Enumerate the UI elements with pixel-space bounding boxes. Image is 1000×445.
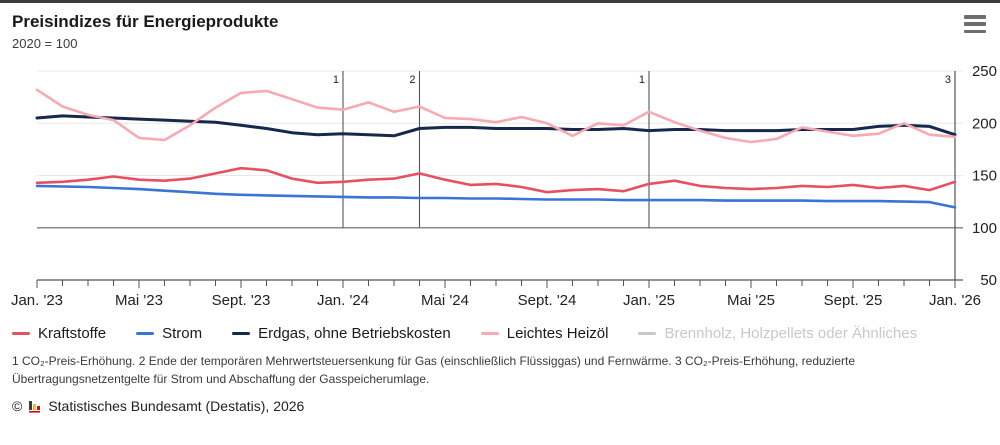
legend-swatch-brennholz-holzpellets-oder-ähnliches: [638, 332, 657, 336]
price-index-line-chart[interactable]: Jan. '23 Mai '23 Sept. '23 Jan. '24 Mai '24 S…: [0, 53, 1000, 321]
legend-swatch-kraftstoffe: [12, 332, 30, 336]
hamburger-menu-icon[interactable]: [964, 15, 986, 33]
legend-item-leichtes-heizöl[interactable]: Leichtes Heizöl: [480, 325, 609, 343]
x-tick-label: Jan. '24: [317, 292, 369, 309]
legend-label-erdgas-ohne-betriebskosten: Erdgas, ohne Betriebskosten: [258, 325, 451, 343]
event-line-label-1: 1: [639, 74, 645, 86]
x-tick-label: Mai '24: [421, 292, 469, 309]
series-line-strom[interactable]: [35, 184, 957, 210]
series-line-erdgas-ohne-betriebskosten[interactable]: [35, 114, 957, 138]
legend-item-strom[interactable]: Strom: [136, 325, 202, 342]
x-tick-label: Sept. '24: [518, 292, 577, 309]
x-tick-label: Jan. '25: [623, 292, 675, 309]
y-tick-label: 200: [972, 116, 997, 133]
legend-label-brennholz-holzpellets-oder-ähnliches: Brennholz, Holzpellets oder Ähnliches: [664, 325, 918, 343]
legend-swatch-leichtes-heizöl: [480, 332, 499, 336]
series-line-leichtes-heizöl[interactable]: [35, 88, 957, 144]
event-line-label-2: 2: [409, 74, 415, 86]
series-line-kraftstoffe[interactable]: [35, 167, 957, 194]
source-text: Statistisches Bundesamt (Destatis), 2026: [48, 398, 305, 415]
legend-item-erdgas-ohne-betriebskosten[interactable]: Erdgas, ohne Betriebskosten: [232, 325, 451, 342]
copyright-symbol: ©: [12, 398, 23, 415]
chart-legend: Kraftstoffe Strom Erdgas, ohne Betriebskos…: [0, 325, 1000, 342]
x-tick-label: Sept. '25: [824, 292, 883, 309]
x-tick-label: Mai '25: [727, 292, 775, 309]
y-tick-label: 250: [972, 63, 997, 80]
event-line-label-3: 3: [945, 74, 951, 86]
legend-label-strom: Strom: [162, 325, 203, 343]
x-tick-label: Mai '23: [115, 292, 163, 309]
chart-header: Preisindizes für Energieprodukte 2020 = …: [0, 3, 1000, 51]
x-tick-label: Sept. '23: [212, 292, 271, 309]
footnotes: 1 CO₂-Preis-Erhöhung. 2 Ende der temporä…: [12, 354, 856, 387]
legend-label-leichtes-heizöl: Leichtes Heizöl: [506, 325, 609, 343]
y-tick-label: 100: [972, 220, 997, 237]
legend-swatch-erdgas-ohne-betriebskosten: [232, 332, 251, 336]
y-tick-label: 150: [972, 168, 997, 185]
event-line-label-1: 1: [333, 74, 339, 86]
legend-item-brennholz-holzpellets-oder-ähnliches[interactable]: Brennholz, Holzpellets oder Ähnliches: [638, 325, 917, 342]
source-line: © Statistisches Bundesamt (Destatis), 20…: [0, 398, 1000, 414]
legend-item-kraftstoffe[interactable]: Kraftstoffe: [12, 325, 106, 342]
legend-swatch-strom: [136, 332, 155, 336]
chart-title: Preisindizes für Energieprodukte: [12, 12, 279, 31]
x-tick-label: Jan. '26: [929, 292, 981, 309]
y-tick-label: 50: [980, 272, 997, 289]
x-tick-label: Jan. '23: [11, 292, 63, 309]
chart-subtitle: 2020 = 100: [12, 36, 78, 52]
destatis-bar-chart-logo: [29, 401, 41, 413]
legend-label-kraftstoffe: Kraftstoffe: [38, 325, 107, 343]
